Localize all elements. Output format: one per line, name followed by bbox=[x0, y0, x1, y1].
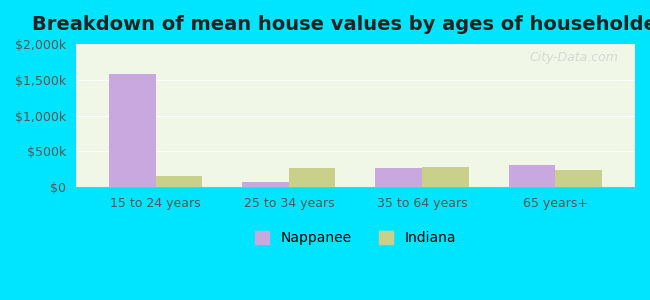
Bar bbox=[289, 168, 335, 187]
Bar bbox=[156, 176, 202, 187]
Legend: Nappanee, Indiana: Nappanee, Indiana bbox=[250, 226, 462, 251]
Bar bbox=[555, 170, 602, 187]
Bar bbox=[422, 167, 469, 187]
Text: City-Data.com: City-Data.com bbox=[529, 51, 618, 64]
Title: Breakdown of mean house values by ages of householders: Breakdown of mean house values by ages o… bbox=[32, 15, 650, 34]
Bar bbox=[376, 168, 422, 187]
Bar bbox=[109, 74, 156, 187]
Bar bbox=[242, 182, 289, 187]
Bar bbox=[508, 165, 555, 187]
